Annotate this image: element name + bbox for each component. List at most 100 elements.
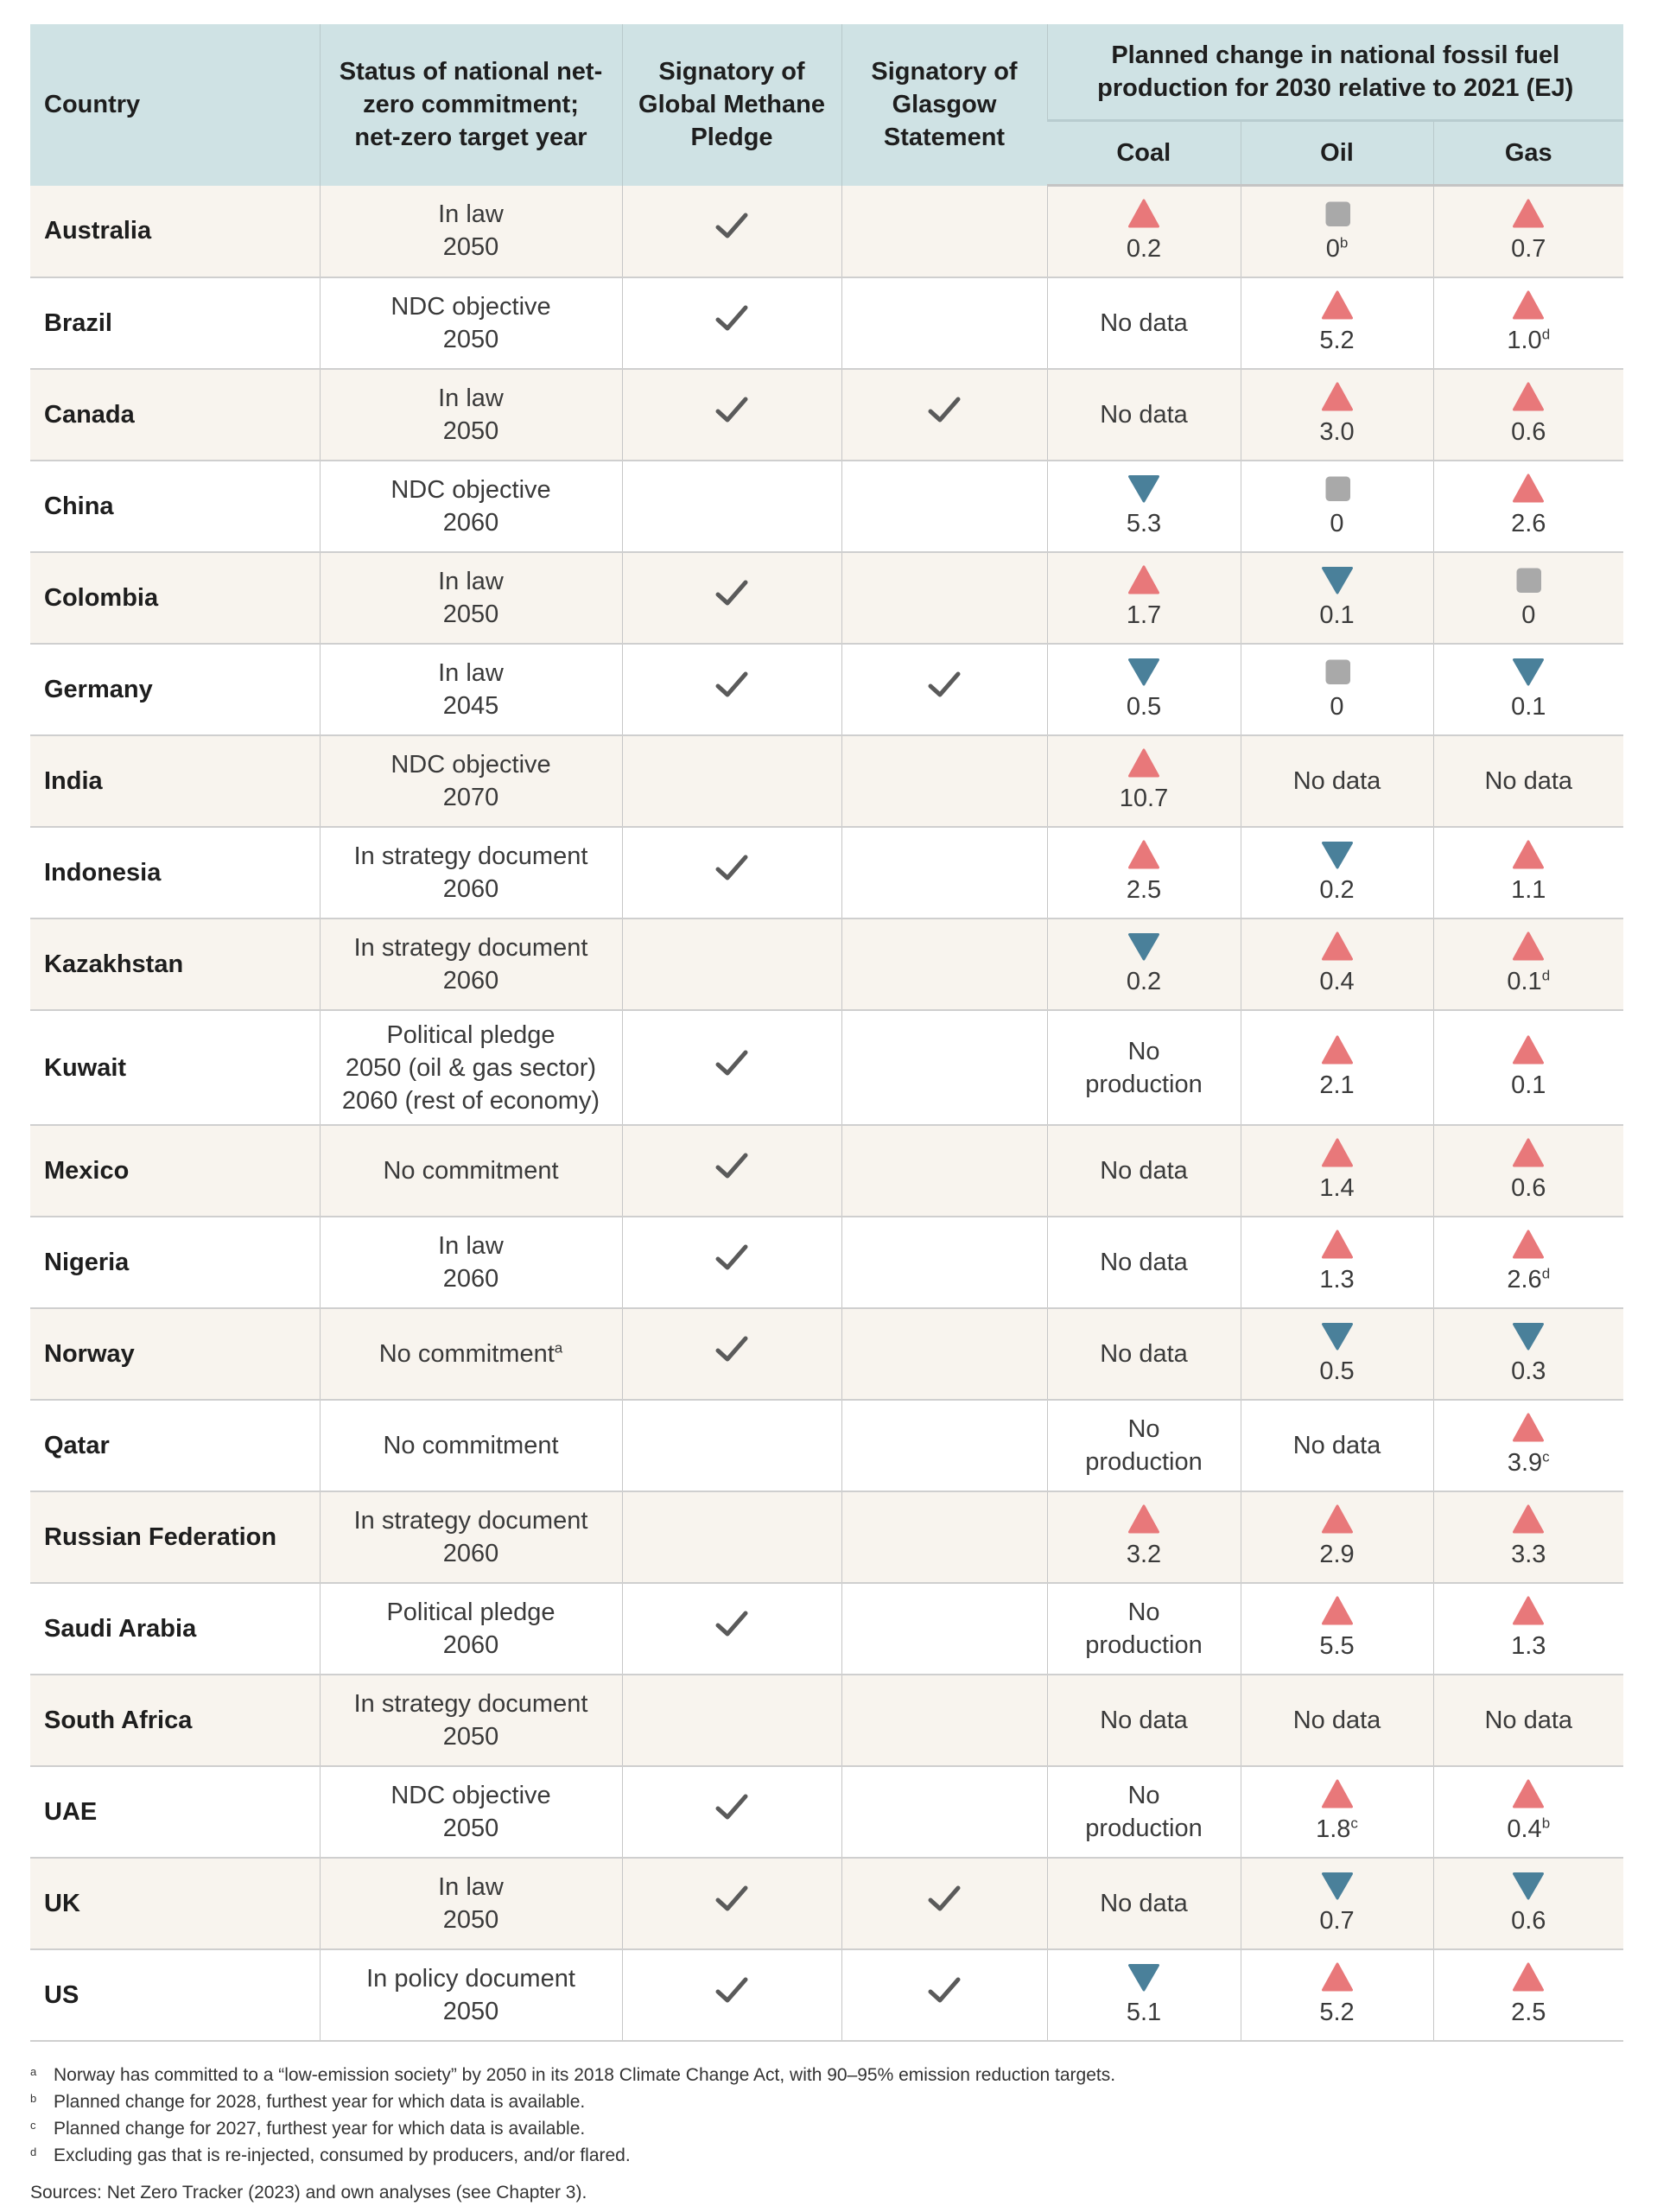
- header-coal: Coal: [1047, 119, 1241, 187]
- decrease-triangle: [1321, 842, 1353, 869]
- coal-status-text: production: [1085, 1815, 1203, 1842]
- checkmark-icon: [715, 1336, 748, 1362]
- status-cell: In law 2060: [319, 1217, 622, 1309]
- increase-triangle: [1321, 1138, 1353, 1167]
- status-cell: NDC objective 2050: [319, 1766, 622, 1859]
- oil-cell: 3.0: [1240, 369, 1433, 461]
- gas-value: 1.1: [1511, 876, 1546, 904]
- footnote: c Planned change for 2027, furthest year …: [30, 2115, 1115, 2142]
- checkmark-icon: [715, 1153, 748, 1179]
- footnote: b Planned change for 2028, furthest year …: [30, 2088, 1115, 2115]
- oil-cell: No data: [1240, 735, 1433, 828]
- status-line: In law: [438, 1232, 504, 1260]
- status-line: Political pledge: [386, 1599, 556, 1626]
- oil-status-text: No data: [1292, 1707, 1381, 1734]
- increase-triangle-icon: [1128, 1504, 1159, 1534]
- gas-cell: No data: [1432, 735, 1624, 828]
- gas-value: 0.1: [1511, 1071, 1546, 1099]
- oil-cell: 0.7: [1240, 1858, 1433, 1950]
- glasgow-statement-cell: [841, 1400, 1047, 1492]
- status-line: No commitment: [383, 1157, 559, 1185]
- footnote-text: Planned change for 2028, furthest year f…: [54, 2092, 586, 2112]
- status-line: 2050: [442, 1815, 499, 1842]
- status-line: In strategy document: [353, 842, 588, 870]
- coal-status-text: production: [1085, 1631, 1203, 1659]
- status-line: 2060: [442, 1631, 499, 1659]
- country-cell: Canada: [30, 369, 320, 461]
- increase-triangle-icon: [1513, 290, 1545, 320]
- status-line: In strategy document: [353, 934, 588, 962]
- table-row: UK In law 2050 No data 0.7 0.6: [30, 1858, 1624, 1950]
- checkmark-icon: [928, 1885, 961, 1911]
- status-line: 2060: [442, 1540, 499, 1567]
- oil-status-text: No data: [1292, 1432, 1381, 1459]
- status-cell: In policy document 2050: [319, 1949, 622, 2042]
- status-cell: NDC objective 2070: [319, 735, 622, 828]
- increase-triangle-icon: [1128, 565, 1159, 594]
- oil-status-text: No data: [1292, 767, 1381, 795]
- increase-triangle: [1513, 1230, 1545, 1259]
- status-line: NDC objective: [390, 293, 551, 321]
- coal-cell: 0.2: [1046, 918, 1241, 1011]
- oil-cell: 5.5: [1240, 1583, 1433, 1675]
- increase-triangle: [1321, 1596, 1353, 1625]
- country-cell: Saudi Arabia: [30, 1583, 320, 1675]
- table-row: Russian Federation In strategy document 20…: [30, 1491, 1624, 1584]
- coal-value: 1.7: [1126, 601, 1162, 629]
- table-row: China NDC objective 2060 5.3 0 2.6: [30, 461, 1624, 553]
- increase-triangle: [1513, 199, 1545, 228]
- coal-status-text: No: [1127, 1415, 1160, 1443]
- decrease-triangle: [1128, 658, 1159, 686]
- status-cell: No commitment: [319, 1400, 622, 1492]
- coal-value: 3.2: [1126, 1541, 1162, 1568]
- glasgow-statement-cell: [841, 277, 1047, 370]
- checkmark-icon: [715, 1050, 748, 1075]
- table-row: UAE NDC objective 2050 No production 1.8c 0.4b: [30, 1766, 1624, 1859]
- coal-cell: 5.1: [1046, 1949, 1241, 2042]
- checkmark-icon: [715, 1977, 748, 2003]
- country-cell: Nigeria: [30, 1217, 320, 1309]
- header-methane: Signatory of Global Methane Pledge: [621, 24, 841, 186]
- glasgow-statement-cell: [841, 1010, 1047, 1126]
- increase-triangle-icon: [1513, 1230, 1545, 1259]
- coal-value: 10.7: [1119, 785, 1169, 812]
- coal-cell: No production: [1046, 1010, 1241, 1126]
- glasgow-statement-cell: [841, 1766, 1047, 1859]
- footnote-marker: d: [1541, 326, 1551, 343]
- checkmark-icon: [928, 671, 961, 697]
- status-line: In law: [438, 1873, 504, 1901]
- methane-pledge-cell: [621, 185, 841, 278]
- decrease-triangle-icon: [1321, 1872, 1353, 1900]
- status-line: 2060: [442, 1265, 499, 1293]
- decrease-triangle-icon: [1321, 567, 1353, 594]
- decrease-triangle: [1321, 1872, 1353, 1900]
- status-line: 2045: [442, 692, 499, 720]
- footnote-text: Norway has committed to a “low-emission …: [54, 2065, 1116, 2085]
- status-line: In law: [438, 659, 504, 687]
- increase-triangle-icon: [1513, 1413, 1545, 1442]
- increase-triangle: [1321, 290, 1353, 320]
- table-row: Canada In law 2050 No data 3.0 0.6: [30, 369, 1624, 461]
- oil-cell: 0.1: [1240, 552, 1433, 645]
- coal-status-text: No data: [1100, 1707, 1188, 1734]
- oil-value: 2.1: [1319, 1071, 1355, 1099]
- coal-status-text: No: [1127, 1782, 1160, 1809]
- table-row: Qatar No commitment No production No data 3.9…: [30, 1400, 1624, 1492]
- methane-pledge-cell: [621, 827, 841, 919]
- gas-cell: 1.0d: [1432, 277, 1624, 370]
- checkmark-icon: [715, 855, 748, 880]
- footnote: d Excluding gas that is re-injected, cons…: [30, 2142, 1115, 2169]
- gas-value: 0.4: [1507, 1815, 1542, 1843]
- oil-cell: 5.2: [1240, 1949, 1433, 2042]
- increase-triangle: [1128, 565, 1159, 594]
- gas-cell: 0.1: [1432, 1010, 1624, 1126]
- footnote-marker: c: [1542, 1448, 1550, 1465]
- table-row: US In policy document 2050 5.1 5.2 2.5: [30, 1949, 1624, 2042]
- country-cell: Mexico: [30, 1125, 320, 1217]
- oil-value: 0: [1330, 693, 1344, 721]
- checkmark-icon: [928, 397, 961, 423]
- coal-status-text: No data: [1100, 309, 1188, 337]
- oil-cell: 0b: [1240, 185, 1433, 278]
- increase-triangle-icon: [1128, 840, 1159, 869]
- coal-status-text: No data: [1100, 1340, 1188, 1368]
